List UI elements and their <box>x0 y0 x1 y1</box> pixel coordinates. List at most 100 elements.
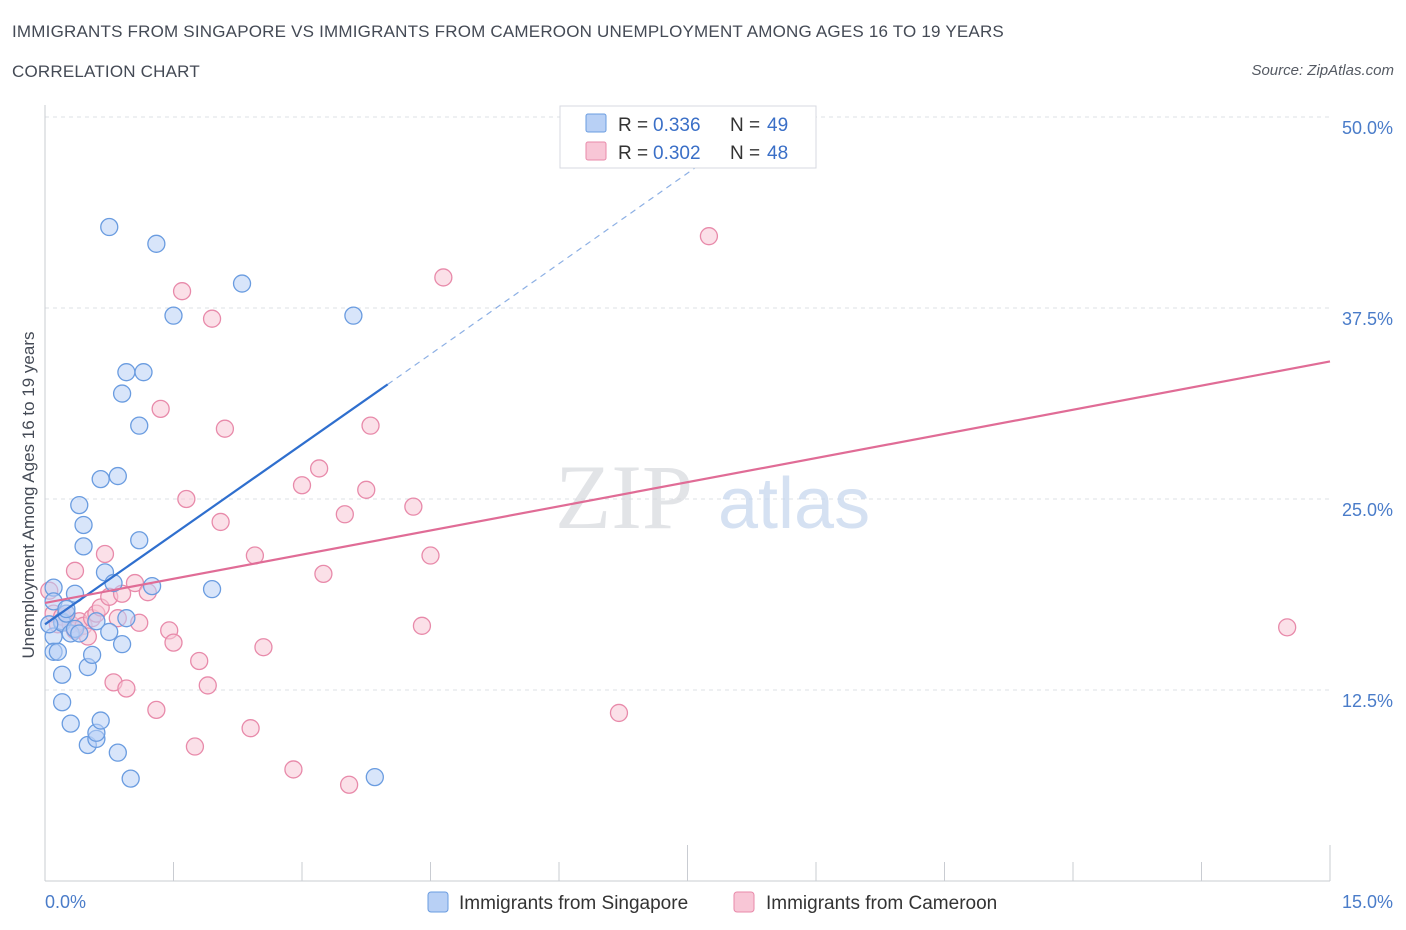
y-tick-label-2: 37.5% <box>1342 309 1393 329</box>
cameroon-point-32 <box>202 309 222 328</box>
cameroon-point-43 <box>339 775 359 794</box>
legend-r-value-singapore: 0.336 <box>653 115 701 136</box>
cameroon-point-7 <box>65 561 85 580</box>
bottom-legend-label-cameroon: Immigrants from Cameroon <box>766 893 997 914</box>
y-tick-labels: 12.5% 25.0% 37.5% 50.0% <box>1342 118 1393 711</box>
cameroon-point-51 <box>699 227 719 246</box>
cameroon-point-39 <box>292 476 312 495</box>
singapore-point-48 <box>40 615 59 634</box>
watermark-atlas: atlas <box>718 464 870 544</box>
legend-r-value-cameroon: 0.302 <box>653 143 701 164</box>
singapore-point-47 <box>365 767 384 787</box>
singapore-point-45 <box>232 274 252 293</box>
axes <box>44 105 1331 882</box>
singapore-point-4 <box>48 642 67 661</box>
cameroon-point-28 <box>177 489 196 509</box>
cameroon-point-42 <box>335 505 354 524</box>
singapore-point-18 <box>74 537 93 556</box>
x-tick-labels: 0.0% 15.0% <box>45 892 1393 912</box>
cameroon-trend-line <box>44 360 1331 604</box>
watermark-zip: ZIP <box>555 446 693 548</box>
cameroon-point-19 <box>117 679 136 698</box>
singapore-point-15 <box>61 714 80 733</box>
y-axis-label: Unemployment Among Ages 16 to 19 years <box>19 332 38 659</box>
cameroon-point-31 <box>198 676 217 695</box>
source-label: Source: ZipAtlas.com <box>1251 62 1394 79</box>
singapore-point-28 <box>100 622 119 642</box>
legend-n-value-cameroon: 48 <box>767 143 788 164</box>
cameroon-point-44 <box>357 480 376 499</box>
singapore-point-14 <box>70 624 89 643</box>
cameroon-point-38 <box>284 760 303 779</box>
y-tick-label-3: 50.0% <box>1342 118 1393 138</box>
bottom-legend-swatch-cameroon <box>733 891 755 913</box>
x-tick-label-min: 0.0% <box>45 892 86 912</box>
singapore-point-17 <box>74 515 93 535</box>
singapore-point-24 <box>87 612 106 631</box>
singapore-point-9 <box>52 693 72 712</box>
singapore-point-33 <box>112 384 132 403</box>
cameroon-point-49 <box>434 268 453 287</box>
cameroon-point-23 <box>147 700 166 720</box>
cameroon-point-46 <box>404 497 423 516</box>
top-legend: R = 0.336 N = 49 R = 0.302 N = 48 <box>559 105 817 169</box>
singapore-point-34 <box>117 609 136 628</box>
legend-r-label-singapore: R = <box>618 115 648 136</box>
singapore-point-38 <box>130 416 149 435</box>
legend-swatch-cameroon <box>585 141 607 161</box>
singapore-point-43 <box>202 580 222 599</box>
legend-r-label-cameroon: R = <box>618 143 648 164</box>
bottom-legend-label-singapore: Immigrants from Singapore <box>459 893 688 914</box>
grid-lines <box>45 116 1330 691</box>
singapore-point-37 <box>130 531 149 550</box>
cameroon-point-47 <box>421 546 440 565</box>
cameroon-point-41 <box>314 564 333 584</box>
cameroon-point-14 <box>95 544 115 564</box>
cameroon-point-40 <box>309 459 329 478</box>
cameroon-point-35 <box>241 719 260 738</box>
legend-n-label-singapore: N = <box>730 115 760 136</box>
y-tick-label-1: 25.0% <box>1342 500 1393 520</box>
singapore-point-41 <box>147 234 166 253</box>
bottom-legend-swatch-singapore <box>427 891 449 913</box>
singapore-point-44 <box>100 217 119 237</box>
cameroon-point-37 <box>254 638 273 657</box>
y-tick-label-0: 12.5% <box>1342 691 1393 711</box>
cameroon-point-50 <box>609 703 629 723</box>
cameroon-point-29 <box>185 737 205 756</box>
singapore-point-31 <box>108 743 127 762</box>
singapore-point-42 <box>164 306 183 325</box>
singapore-point-16 <box>70 495 89 515</box>
singapore-point-25 <box>91 469 110 489</box>
x-tick-label-max: 15.0% <box>1342 892 1393 912</box>
singapore-trend-line <box>44 383 389 626</box>
singapore-point-40 <box>142 576 162 596</box>
cameroon-point-30 <box>190 651 209 671</box>
singapore-point-8 <box>52 665 72 684</box>
singapore-point-30 <box>108 466 127 486</box>
legend-swatch-singapore <box>585 113 607 133</box>
cameroon-point-53 <box>1278 618 1297 637</box>
cameroon-point-27 <box>172 282 192 301</box>
singapore-trend-extension <box>387 142 731 385</box>
singapore-point-36 <box>121 769 140 788</box>
cameroon-point-34 <box>215 419 235 438</box>
cameroon-point-24 <box>151 399 170 418</box>
cameroon-point-33 <box>211 512 230 532</box>
cameroon-point-48 <box>412 616 432 635</box>
singapore-point-46 <box>344 306 363 325</box>
singapore-point-26 <box>91 711 110 730</box>
singapore-points <box>40 217 384 788</box>
trend-lines <box>44 142 1331 626</box>
cameroon-point-45 <box>361 416 380 435</box>
singapore-point-21 <box>82 645 102 665</box>
watermark: ZIP atlas <box>555 446 870 548</box>
chart-title: IMMIGRANTS FROM SINGAPORE VS IMMIGRANTS … <box>12 22 1004 41</box>
bottom-legend: Immigrants from Singapore Immigrants fro… <box>427 891 997 914</box>
singapore-point-32 <box>112 635 132 654</box>
singapore-point-39 <box>134 363 153 382</box>
singapore-point-35 <box>117 363 136 382</box>
legend-n-value-singapore: 49 <box>767 115 788 136</box>
chart-subtitle: CORRELATION CHART <box>12 62 200 81</box>
